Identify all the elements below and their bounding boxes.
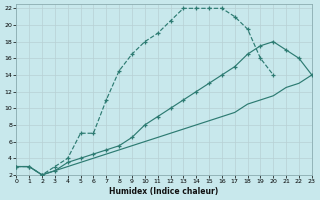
X-axis label: Humidex (Indice chaleur): Humidex (Indice chaleur) [109, 187, 219, 196]
